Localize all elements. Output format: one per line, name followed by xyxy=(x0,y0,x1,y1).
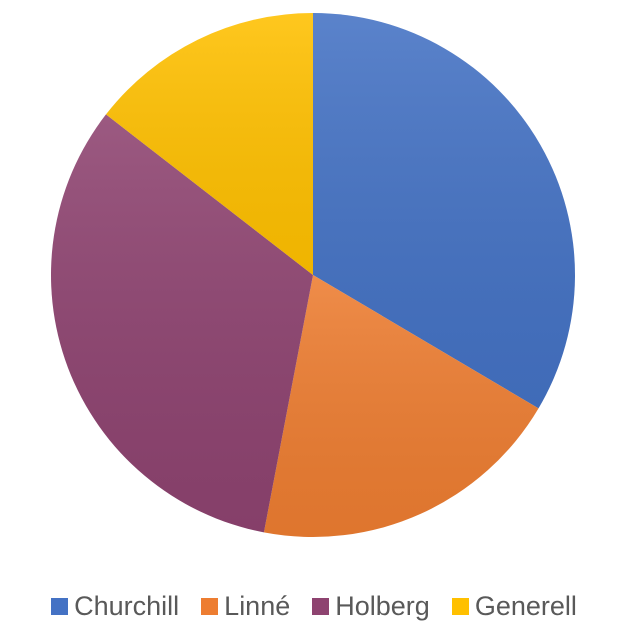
legend-label-churchill: Churchill xyxy=(74,590,180,621)
pie-plot-area xyxy=(51,13,575,537)
legend-label-linne: Linné xyxy=(224,590,291,621)
legend-swatch-linne xyxy=(201,597,219,615)
legend-label-generell: Generell xyxy=(474,590,577,621)
pie-slice-shade-holberg xyxy=(51,114,313,533)
legend-label-holberg: Holberg xyxy=(335,590,430,621)
legend-swatch-holberg xyxy=(312,597,330,615)
pie-slices xyxy=(51,13,575,537)
legend-swatch-generell xyxy=(451,597,469,615)
pie-slice-shade-linne xyxy=(263,275,539,537)
legend-item-churchill: Churchill xyxy=(51,591,179,622)
pie-slice-shade-generell xyxy=(105,13,313,275)
legend-swatch-churchill xyxy=(51,597,69,615)
pie-slice-shade-churchill xyxy=(313,13,575,409)
legend-item-holberg: Holberg xyxy=(312,591,430,622)
legend: Churchill Linné Holberg Generell xyxy=(0,588,628,624)
legend-item-generell: Generell xyxy=(451,590,577,622)
legend-item-linne: Linné xyxy=(201,591,290,622)
